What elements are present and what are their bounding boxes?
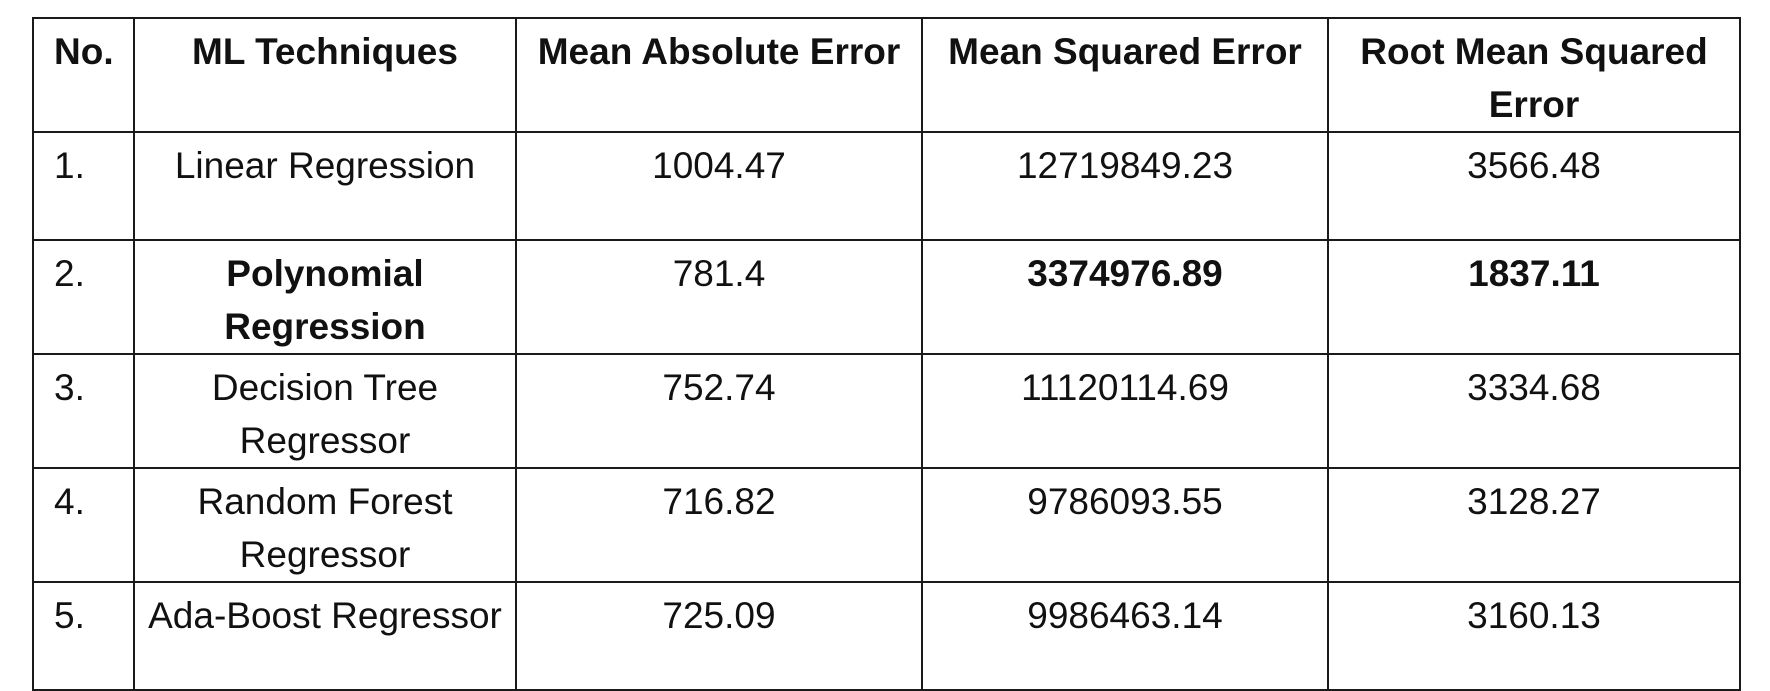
table-row: 3. Decision Tree Regressor 752.74 111201…: [32, 353, 1741, 469]
mse-cell: 11120114.69: [921, 353, 1329, 469]
row-number: 2.: [32, 239, 135, 355]
technique-cell: Polynomial Regression: [133, 239, 517, 355]
rmse-cell: 3128.27: [1327, 467, 1741, 583]
table-row: 4. Random Forest Regressor 716.82 978609…: [32, 467, 1741, 583]
mae-cell: 752.74: [515, 353, 923, 469]
table-row: 5. Ada-Boost Regressor 725.09 9986463.14…: [32, 581, 1741, 691]
header-no: No.: [32, 17, 135, 133]
mae-cell: 725.09: [515, 581, 923, 691]
row-number: 1.: [32, 131, 135, 241]
header-row: No. ML Techniques Mean Absolute Error Me…: [32, 17, 1741, 133]
mse-cell: 3374976.89: [921, 239, 1329, 355]
rmse-cell: 1837.11: [1327, 239, 1741, 355]
technique-cell: Decision Tree Regressor: [133, 353, 517, 469]
technique-cell: Linear Regression: [133, 131, 517, 241]
table-row: 2. Polynomial Regression 781.4 3374976.8…: [32, 239, 1741, 355]
header-ml-techniques: ML Techniques: [133, 17, 517, 133]
header-root-mean-squared-error: Root Mean Squared Error: [1327, 17, 1741, 133]
mae-cell: 1004.47: [515, 131, 923, 241]
results-table: No. ML Techniques Mean Absolute Error Me…: [32, 17, 1741, 691]
header-mean-absolute-error: Mean Absolute Error: [515, 17, 923, 133]
technique-cell: Random Forest Regressor: [133, 467, 517, 583]
mse-cell: 12719849.23: [921, 131, 1329, 241]
row-number: 5.: [32, 581, 135, 691]
table-row: 1. Linear Regression 1004.47 12719849.23…: [32, 131, 1741, 241]
rmse-cell: 3334.68: [1327, 353, 1741, 469]
rmse-cell: 3160.13: [1327, 581, 1741, 691]
row-number: 4.: [32, 467, 135, 583]
rmse-cell: 3566.48: [1327, 131, 1741, 241]
mse-cell: 9786093.55: [921, 467, 1329, 583]
header-mean-squared-error: Mean Squared Error: [921, 17, 1329, 133]
row-number: 3.: [32, 353, 135, 469]
technique-cell: Ada-Boost Regressor: [133, 581, 517, 691]
mae-cell: 781.4: [515, 239, 923, 355]
mae-cell: 716.82: [515, 467, 923, 583]
mse-cell: 9986463.14: [921, 581, 1329, 691]
